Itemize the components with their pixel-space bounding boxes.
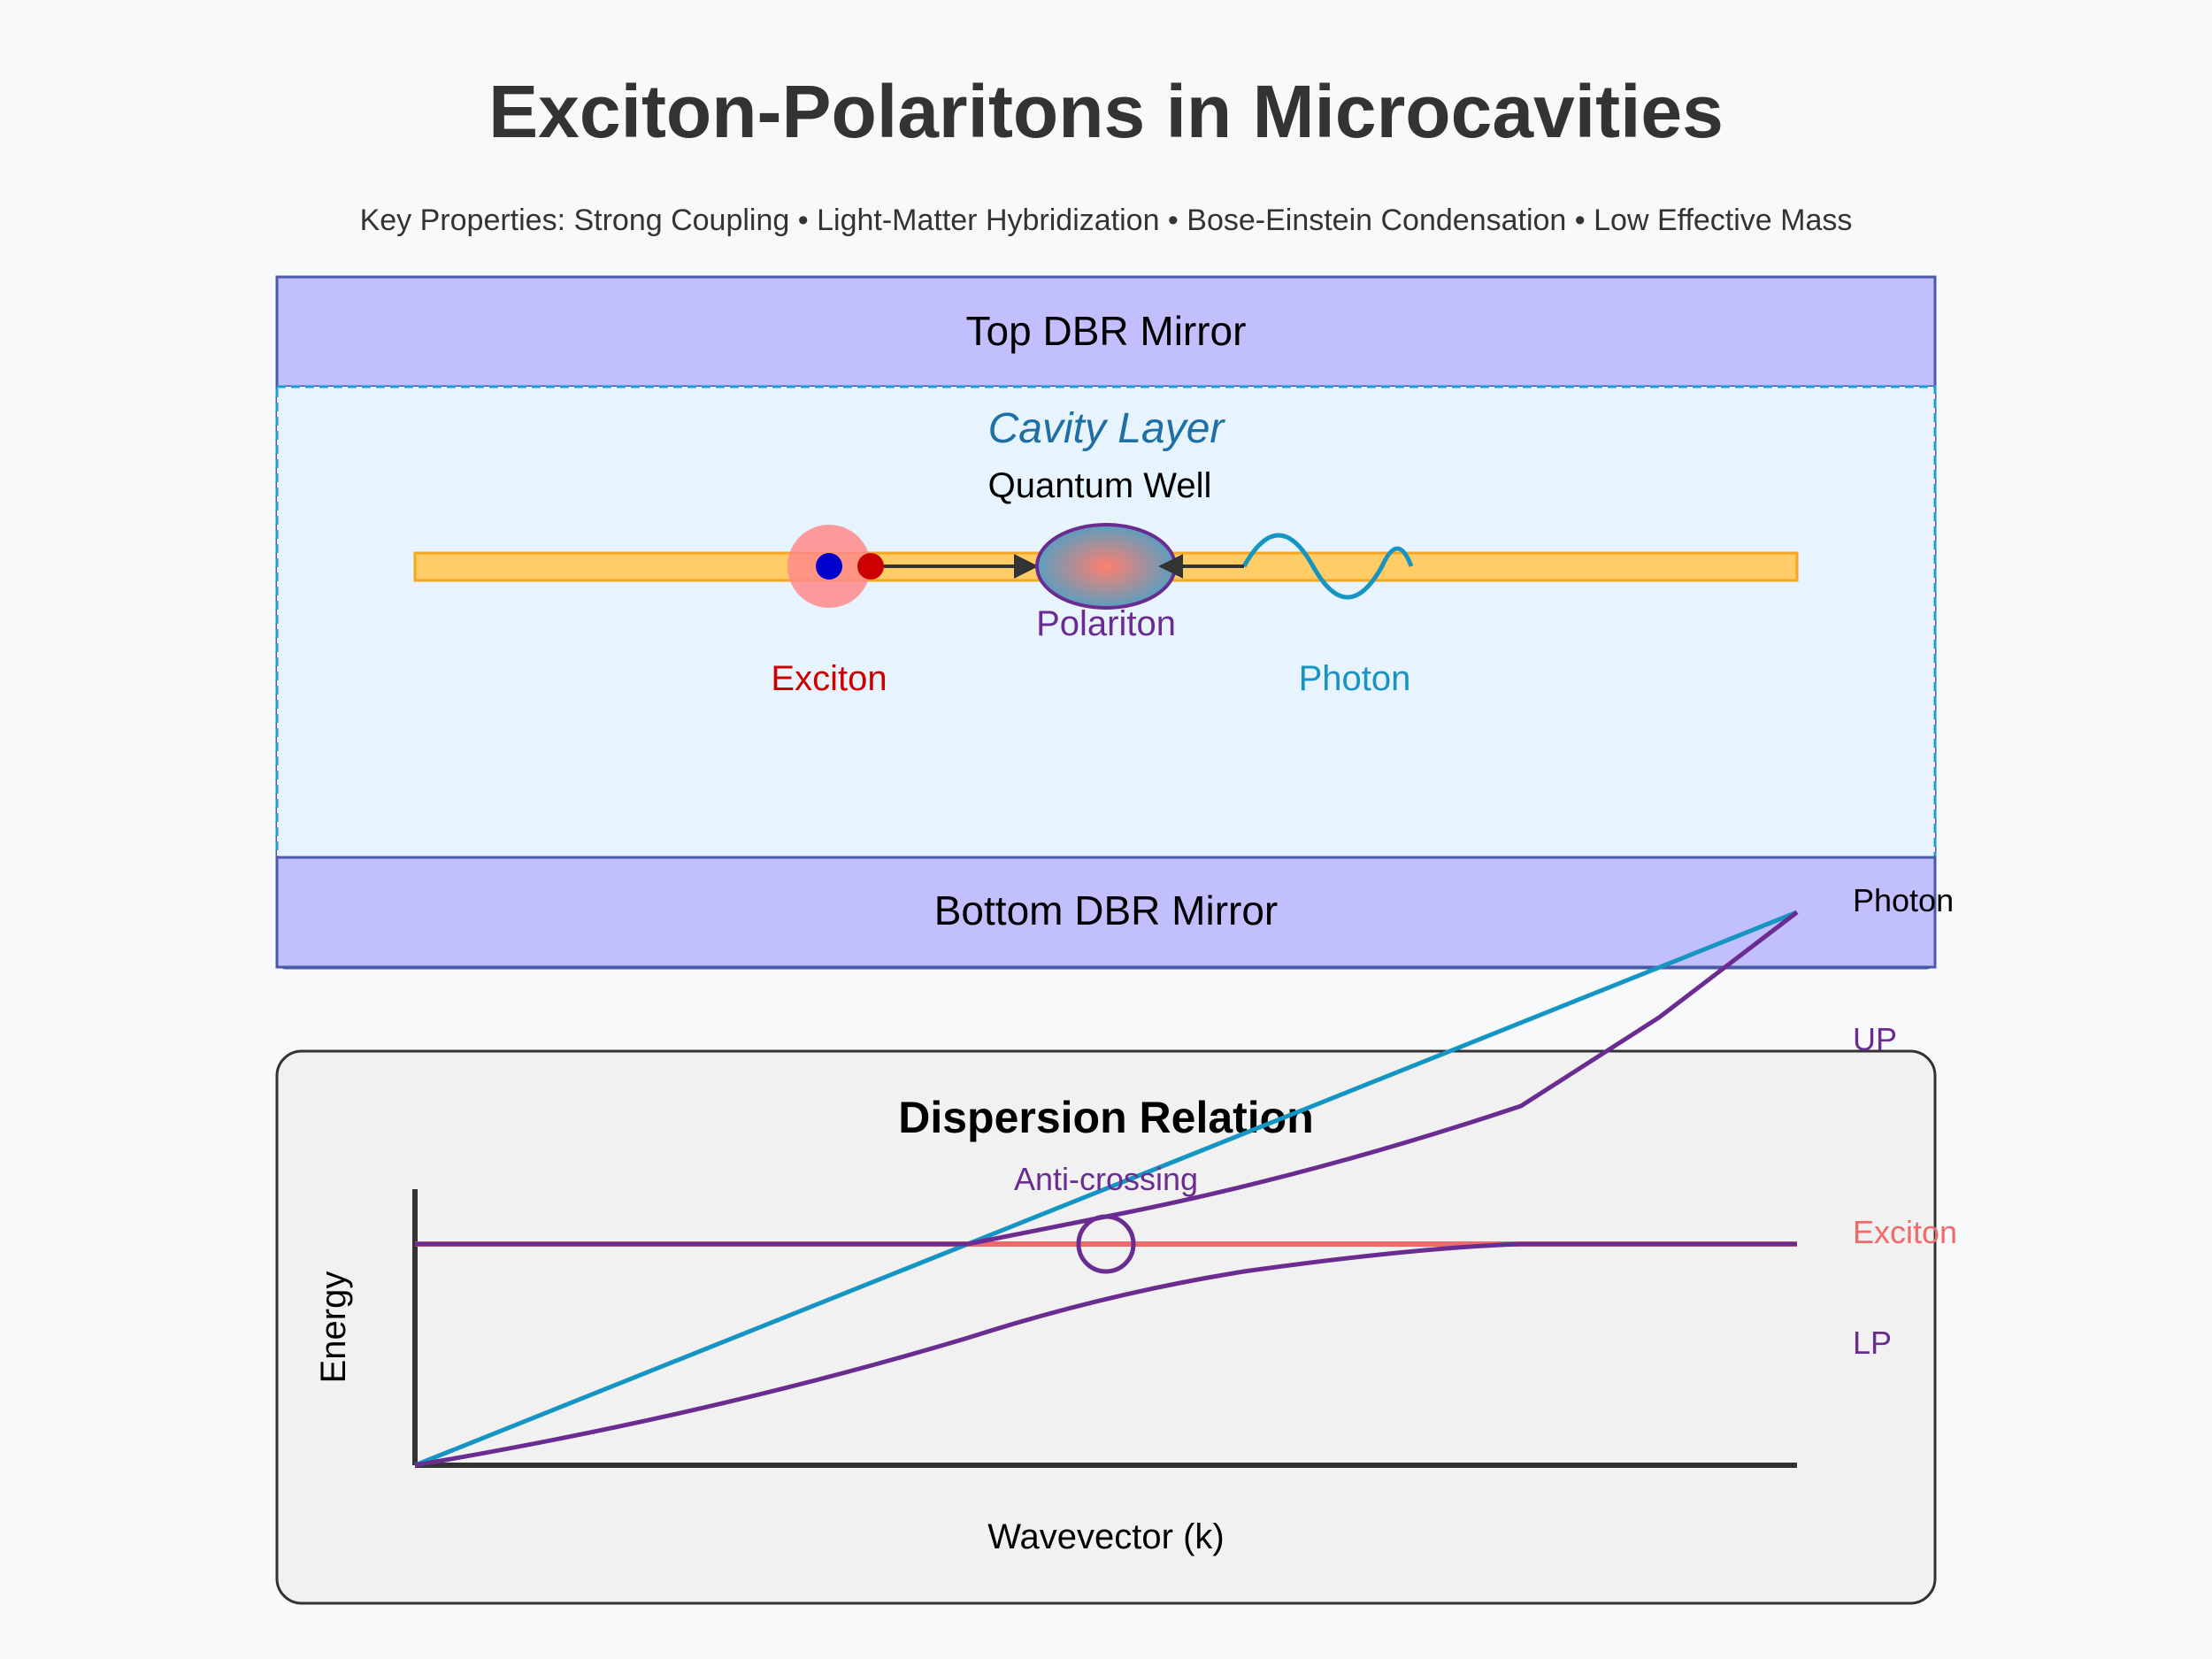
anti-crossing-marker — [1076, 1214, 1136, 1274]
dispersion-panel: Dispersion Relation Energy Wavevector (k… — [275, 882, 1957, 1605]
hole-dot — [857, 553, 884, 580]
top-dbr-mirror-label: Top DBR Mirror — [966, 308, 1247, 354]
up-curve-label: UP — [1853, 1021, 1897, 1057]
photon-wave-icon — [1241, 533, 1414, 600]
subtitle: Key Properties: Strong Coupling • Light-… — [360, 204, 1853, 237]
cavity-layer-label: Cavity Layer — [988, 405, 1226, 452]
upper-polariton-curve — [415, 910, 1799, 1247]
lower-polariton-curve — [414, 1241, 1797, 1468]
bottom-dbr-mirror-label: Bottom DBR Mirror — [934, 887, 1278, 933]
x-axis-label: Wavevector (k) — [987, 1517, 1224, 1556]
dispersion-title: Dispersion Relation — [898, 1093, 1314, 1142]
electron-dot — [816, 553, 842, 580]
cavity-layer — [275, 385, 1937, 859]
quantum-well-label: Quantum Well — [988, 466, 1212, 505]
photon-label: Photon — [1299, 659, 1411, 698]
polariton-ellipse — [1035, 523, 1177, 610]
microcavity: Top DBR Mirror Cavity Layer Bottom DBR M… — [275, 275, 1937, 970]
photon-curve-label: Photon — [1853, 882, 1954, 918]
anti-crossing-label: Anti-crossing — [1014, 1161, 1198, 1197]
polariton-label: Polariton — [1036, 604, 1176, 643]
bottom-dbr-mirror — [275, 856, 1937, 969]
exciton-curve-label: Exciton — [1853, 1214, 1957, 1250]
exciton-label: Exciton — [771, 659, 887, 698]
y-axis-label: Energy — [314, 1271, 353, 1384]
photon-curve — [414, 910, 1798, 1468]
lp-curve-label: LP — [1853, 1325, 1892, 1361]
page-title: Exciton-Polaritons in Microcavities — [488, 70, 1724, 153]
